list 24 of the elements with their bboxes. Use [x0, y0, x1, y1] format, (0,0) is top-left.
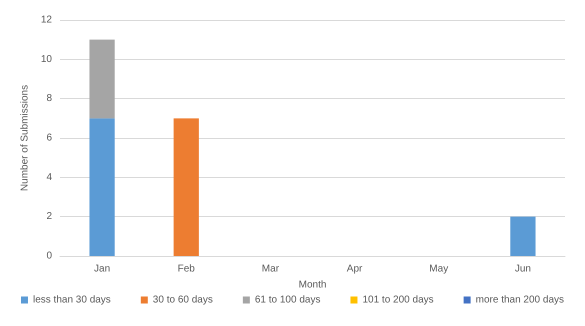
x-tick-label: Apr	[346, 264, 364, 274]
x-tick-label: Feb	[178, 264, 196, 274]
bar	[174, 118, 199, 256]
y-tick-label: 10	[40, 54, 52, 65]
legend-label: 101 to 200 days	[362, 294, 434, 306]
legend-label: more than 200 days	[476, 294, 564, 306]
bar	[89, 118, 115, 256]
x-tick-label: Mar	[262, 264, 280, 274]
x-tick-label: May	[429, 264, 448, 274]
y-tick-label: 2	[46, 211, 52, 222]
y-tick-label: 0	[46, 250, 52, 262]
x-tick-label: Jan	[94, 264, 110, 274]
y-axis-title: Number of Submissions	[19, 84, 30, 192]
legend-label: 30 to 60 days	[152, 294, 213, 306]
bar	[89, 40, 115, 118]
y-tick-label: 12	[40, 14, 52, 26]
y-tick-label: 4	[46, 172, 52, 183]
bar	[510, 216, 536, 256]
y-tick-label: 6	[46, 132, 52, 144]
y-tick-label: 8	[46, 93, 52, 104]
legend-label: less than 30 days	[32, 294, 111, 306]
x-axis-title: Month	[298, 280, 326, 290]
x-tick-label: Jun	[514, 264, 531, 274]
legend-label: 61 to 100 days	[254, 294, 320, 306]
